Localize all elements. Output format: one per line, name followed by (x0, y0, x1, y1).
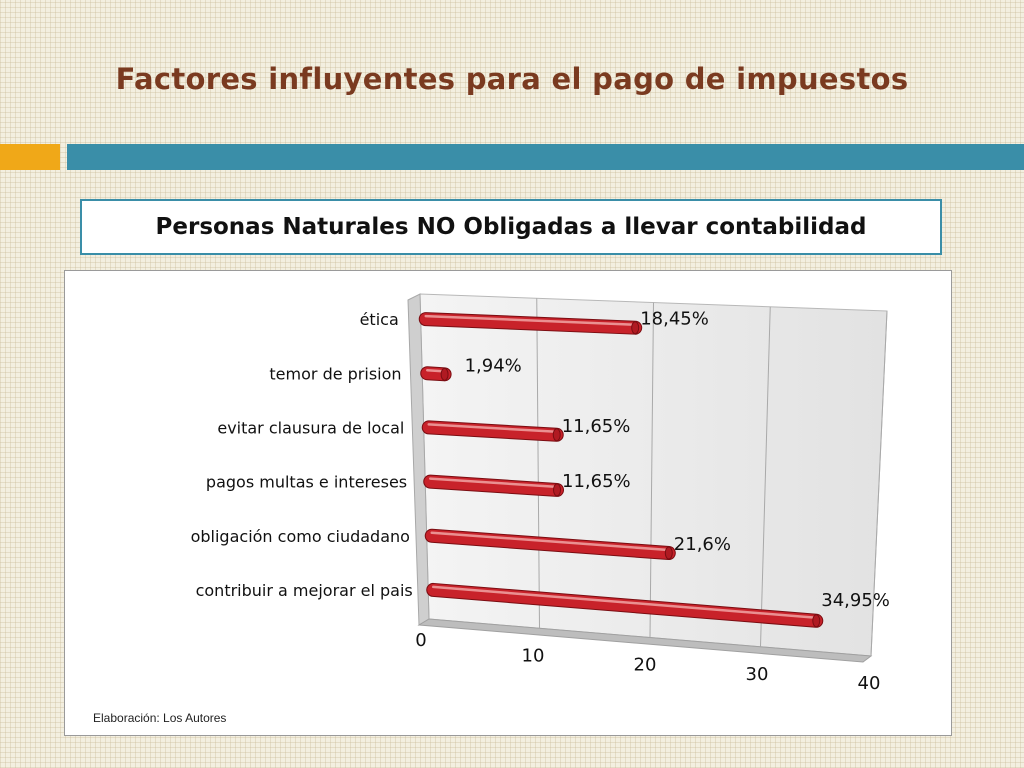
bar (424, 475, 564, 496)
category-label: contribuir a mejorar el pais (196, 581, 413, 600)
gridline (536, 298, 540, 629)
x-tick-label: 10 (522, 645, 545, 666)
bar-highlight (429, 477, 559, 489)
data-label: 11,65% (562, 471, 631, 492)
chart-container: 0 10 20 30 40 ética 18,45% temor de prision 1,94… (64, 270, 952, 736)
category-label: temor de prision (269, 364, 401, 383)
bar-highlight (427, 423, 558, 434)
source-note: Elaboración: Los Autores (93, 711, 227, 725)
bar (425, 529, 675, 560)
category-label: obligación como ciudadano (191, 527, 410, 546)
gridline (649, 302, 654, 638)
bar-chart: 0 10 20 30 40 ética 18,45% temor de prision 1,94… (191, 293, 890, 694)
gridline (870, 310, 888, 657)
category-label: evitar clausura de local (217, 418, 404, 437)
bar (422, 421, 563, 441)
bar-highlight (432, 585, 818, 620)
data-label: 11,65% (562, 416, 631, 437)
bar-end-cap (553, 483, 562, 497)
data-label: 1,94% (465, 355, 522, 376)
data-label: 34,95% (821, 590, 890, 611)
data-label: 21,6% (674, 534, 731, 555)
bar-highlight (424, 314, 637, 326)
bar-highlight (430, 531, 671, 552)
bar-end-cap (812, 614, 821, 628)
slide-title: Factores influyentes para el pago de imp… (115, 62, 909, 96)
category-label: pagos multas e intereses (206, 473, 407, 492)
data-label: 18,45% (640, 309, 709, 330)
bar-end-cap (631, 321, 640, 335)
x-tick-label: 40 (858, 673, 881, 694)
bar (419, 313, 642, 334)
accent-bar-orange (0, 144, 60, 170)
bar (427, 583, 823, 627)
x-tick-label: 20 (634, 655, 657, 676)
x-tick-label: 30 (746, 664, 769, 685)
category-label: ética (360, 310, 399, 329)
bar-end-cap (552, 428, 561, 442)
accent-bar-teal (67, 144, 1024, 170)
bar-end-cap (440, 367, 449, 381)
gridline (760, 306, 771, 647)
chart-subtitle: Personas Naturales NO Obligadas a llevar… (80, 199, 942, 255)
x-tick-label: 0 (415, 630, 426, 651)
bar-end-cap (664, 546, 673, 560)
